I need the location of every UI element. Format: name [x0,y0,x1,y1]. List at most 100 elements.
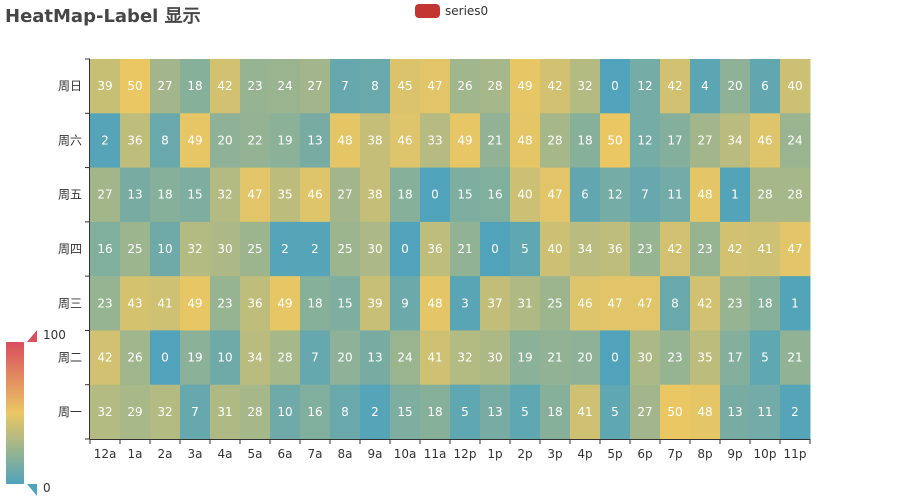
heatmap-cell[interactable] [480,167,511,223]
heatmap-cell[interactable] [720,276,751,331]
heatmap-cell[interactable] [300,330,331,386]
heatmap-cell[interactable] [570,384,601,440]
heatmap-cell[interactable] [420,221,451,277]
heatmap-cell[interactable] [450,384,481,440]
heatmap-cell[interactable] [480,276,511,331]
heatmap-cell[interactable] [150,221,181,277]
heatmap-cell[interactable] [150,384,181,440]
heatmap-cell[interactable] [600,276,631,331]
heatmap-cell[interactable] [630,330,661,386]
heatmap-cell[interactable] [390,330,421,386]
heatmap-cell[interactable] [780,330,811,386]
heatmap-cell[interactable] [720,330,751,386]
heatmap-cell[interactable] [300,167,331,223]
heatmap-cell[interactable] [450,167,481,223]
heatmap-cell[interactable] [120,276,151,331]
heatmap-cell[interactable] [750,221,781,277]
heatmap-cell[interactable] [480,330,511,386]
heatmap-cell[interactable] [510,384,541,440]
heatmap-cell[interactable] [750,276,781,331]
heatmap-cell[interactable] [690,59,721,114]
heatmap-cell[interactable] [270,221,301,277]
heatmap-cell[interactable] [690,276,721,331]
heatmap-cell[interactable] [630,221,661,277]
heatmap-cell[interactable] [270,276,301,331]
heatmap-cell[interactable] [330,276,361,331]
heatmap-cell[interactable] [240,276,271,331]
heatmap-cell[interactable] [600,330,631,386]
heatmap-cell[interactable] [240,167,271,223]
heatmap-cell[interactable] [420,59,451,114]
heatmap-cell[interactable] [360,113,391,169]
heatmap-cell[interactable] [690,167,721,223]
heatmap-cell[interactable] [150,59,181,114]
heatmap-cell[interactable] [510,167,541,223]
heatmap-cell[interactable] [660,113,691,169]
heatmap-cell[interactable] [90,221,121,277]
heatmap-cell[interactable] [420,113,451,169]
heatmap-cell[interactable] [120,221,151,277]
heatmap-cell[interactable] [510,59,541,114]
heatmap-cell[interactable] [720,384,751,440]
visual-map-min-handle[interactable] [27,484,37,496]
heatmap-cell[interactable] [450,330,481,386]
heatmap-cell[interactable] [750,167,781,223]
heatmap-cell[interactable] [90,276,121,331]
heatmap-cell[interactable] [390,221,421,277]
heatmap-cell[interactable] [210,384,241,440]
heatmap-cell[interactable] [150,276,181,331]
heatmap-cell[interactable] [300,384,331,440]
heatmap-cell[interactable] [480,384,511,440]
heatmap-cell[interactable] [210,167,241,223]
heatmap-cell[interactable] [300,59,331,114]
heatmap-cell[interactable] [600,221,631,277]
heatmap-cell[interactable] [90,113,121,169]
heatmap-cell[interactable] [600,59,631,114]
heatmap-cell[interactable] [540,59,571,114]
heatmap-cell[interactable] [180,113,211,169]
heatmap-cell[interactable] [390,276,421,331]
heatmap-cell[interactable] [210,276,241,331]
heatmap-cell[interactable] [510,330,541,386]
heatmap-cell[interactable] [630,167,661,223]
heatmap-cell[interactable] [210,221,241,277]
heatmap-cell[interactable] [660,384,691,440]
heatmap-cell[interactable] [330,221,361,277]
heatmap-cell[interactable] [330,167,361,223]
heatmap-cell[interactable] [390,384,421,440]
heatmap-cell[interactable] [360,276,391,331]
heatmap-cell[interactable] [750,330,781,386]
heatmap-cell[interactable] [540,384,571,440]
heatmap-cell[interactable] [570,330,601,386]
heatmap-cell[interactable] [630,113,661,169]
heatmap-cell[interactable] [780,384,811,440]
legend-item-series0[interactable]: series0 [415,4,488,18]
heatmap-cell[interactable] [210,113,241,169]
heatmap-cell[interactable] [330,384,361,440]
heatmap-cell[interactable] [240,384,271,440]
heatmap-cell[interactable] [270,59,301,114]
heatmap-cell[interactable] [420,330,451,386]
heatmap-cell[interactable] [660,276,691,331]
heatmap-cell[interactable] [630,59,661,114]
visual-map-max-handle[interactable] [27,330,37,342]
heatmap-cell[interactable] [720,59,751,114]
heatmap-cell[interactable] [120,330,151,386]
heatmap-cell[interactable] [420,384,451,440]
heatmap-cell[interactable] [180,384,211,440]
heatmap-cell[interactable] [570,221,601,277]
heatmap-cell[interactable] [780,113,811,169]
heatmap-cell[interactable] [750,59,781,114]
heatmap-cell[interactable] [750,384,781,440]
heatmap-cell[interactable] [210,330,241,386]
heatmap-cell[interactable] [150,113,181,169]
heatmap-cell[interactable] [360,330,391,386]
heatmap-cell[interactable] [420,167,451,223]
heatmap-cell[interactable] [120,59,151,114]
heatmap-cell[interactable] [390,167,421,223]
heatmap-cell[interactable] [570,59,601,114]
heatmap-cell[interactable] [570,113,601,169]
heatmap-cell[interactable] [780,276,811,331]
heatmap-cell[interactable] [630,276,661,331]
heatmap-cell[interactable] [450,221,481,277]
